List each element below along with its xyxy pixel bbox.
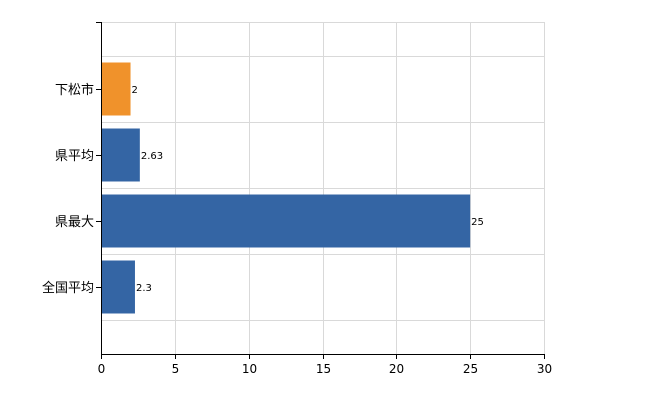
bar: [101, 62, 131, 116]
grid-lines: [101, 22, 545, 354]
labels: 2 下松市 2.63 県平均 25 県最大 2.3 全国平均 0 5 10 15 20 25 30: [42, 82, 552, 376]
data-label: 25: [471, 217, 484, 228]
bar: [101, 260, 135, 314]
data-label: 2: [132, 85, 138, 96]
axes: [96, 22, 545, 359]
x-tick-label: 15: [316, 362, 331, 376]
x-tick-label: 0: [98, 362, 106, 376]
category-label: 全国平均: [42, 280, 94, 296]
x-tick-label: 10: [242, 362, 257, 376]
category-label: 県最大: [55, 215, 94, 230]
x-tick-label: 20: [389, 362, 404, 376]
bars: [101, 62, 471, 314]
bar: [101, 128, 140, 182]
x-tick-label: 5: [172, 362, 180, 376]
data-label: 2.63: [141, 151, 163, 162]
x-tick-label: 25: [463, 362, 478, 376]
x-tick-label: 30: [537, 362, 552, 376]
bar: [101, 194, 471, 248]
category-label: 下松市: [55, 82, 94, 98]
data-label: 2.3: [136, 283, 152, 294]
category-label: 県平均: [55, 149, 94, 164]
